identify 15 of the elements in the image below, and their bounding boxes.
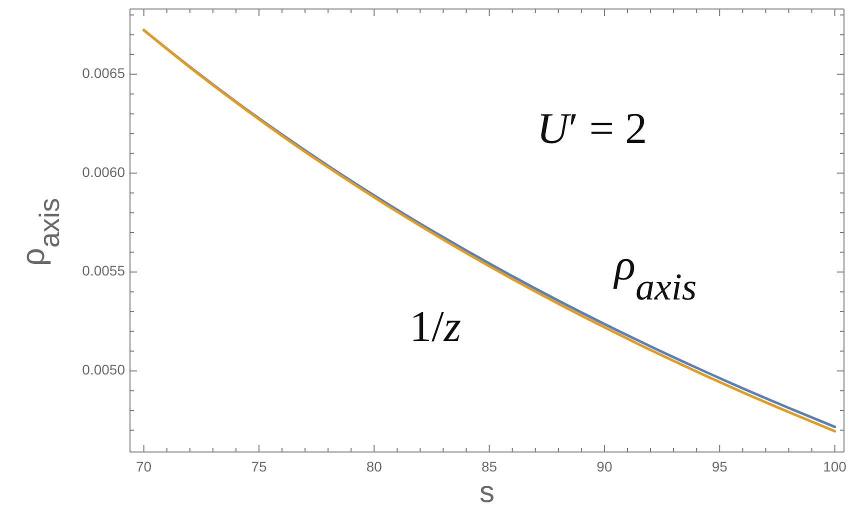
y-tick-label: 0.0055 (82, 262, 126, 279)
y-tick-label: 0.0050 (82, 362, 126, 378)
x-tick-label: 85 (482, 458, 498, 475)
x-tick-label: 100 (823, 458, 847, 475)
x-tick-label: 70 (136, 458, 152, 475)
y-tick-label: 0.0065 (82, 64, 126, 81)
annotation: U′ = 2 (536, 104, 648, 154)
x-tick-label: 90 (596, 458, 612, 475)
x-axis-title: s (480, 476, 494, 509)
x-tick-label: 95 (712, 458, 728, 475)
x-tick-label: 80 (366, 458, 382, 475)
series-label: ρ$_{axis}$ (612, 240, 697, 308)
x-tick-label: 75 (251, 458, 267, 475)
series-label: 1/z (410, 302, 461, 352)
y-tick-label: 0.0060 (82, 164, 126, 180)
